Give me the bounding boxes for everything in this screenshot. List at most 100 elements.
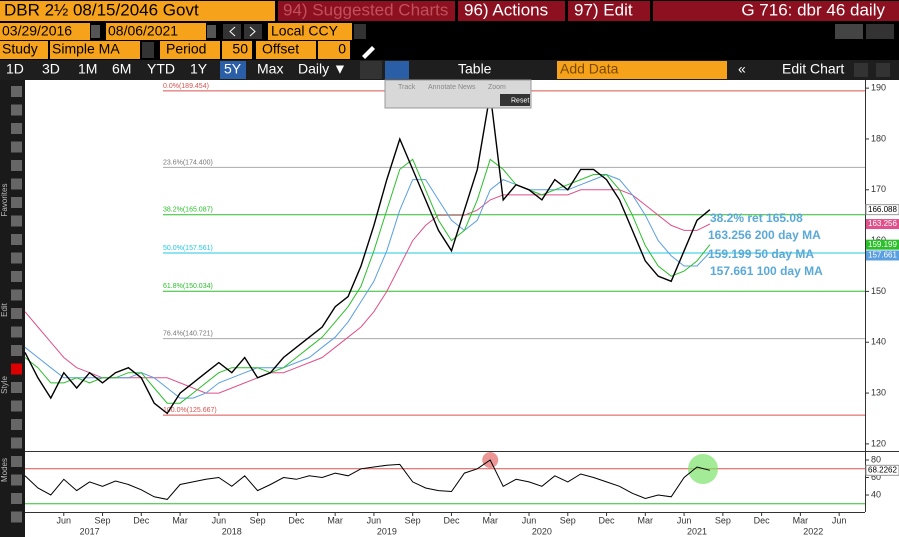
- settings-button[interactable]: [854, 63, 868, 77]
- edit-button[interactable]: [568, 1, 650, 21]
- x-tick-label: Jun: [57, 515, 72, 525]
- offset-field[interactable]: [318, 41, 350, 59]
- range-button[interactable]: 3D: [42, 61, 60, 77]
- tool-icon: [11, 493, 22, 504]
- security-field[interactable]: [0, 1, 275, 21]
- actions-button[interactable]: [458, 1, 565, 21]
- y-tick-label: 140: [871, 337, 886, 347]
- range-bar: [0, 60, 899, 80]
- period-field[interactable]: [222, 41, 252, 59]
- calendar-icon[interactable]: [91, 25, 100, 38]
- overlay-tool: Track: [398, 84, 416, 91]
- pencil-icon[interactable]: [362, 46, 375, 59]
- y-tick-label: 120: [871, 438, 886, 448]
- function: G 716: dbr 46 daily: [741, 0, 885, 19]
- calendar-icon[interactable]: [207, 25, 216, 38]
- y-tick-label: 170: [871, 184, 886, 194]
- period: 50: [232, 41, 248, 57]
- x-tick-label: Jun: [212, 515, 227, 525]
- security: DBR 2½ 08/15/2046 Govt: [4, 0, 199, 19]
- tool-icon: [11, 271, 22, 282]
- tool-icon: [11, 363, 22, 375]
- last-value-label: 159.199: [868, 240, 897, 249]
- tool-icon: [11, 160, 22, 171]
- last-value-box: [866, 239, 899, 250]
- last-value-label: 166.088: [868, 205, 897, 214]
- ma-line: [24, 189, 711, 394]
- range-button[interactable]: 1M: [78, 61, 97, 77]
- reset: Reset: [511, 97, 529, 104]
- x-tick-label: Dec: [133, 515, 150, 525]
- range-button[interactable]: YTD: [147, 61, 175, 77]
- frequency[interactable]: Daily ▼: [298, 61, 347, 77]
- dropdown[interactable]: [142, 42, 154, 58]
- tool-icon: [11, 141, 22, 153]
- add-data-field[interactable]: [557, 61, 727, 79]
- undo-button[interactable]: [835, 24, 863, 39]
- year-label: 2020: [532, 526, 552, 536]
- annotation: 157.661 100 day MA: [710, 264, 823, 278]
- x-tick-label: Dec: [443, 515, 460, 525]
- tool-icon: [11, 474, 22, 486]
- annotation: 163.256 200 day MA: [708, 228, 821, 242]
- x-tick-label: Sep: [95, 515, 111, 525]
- side-label: Edit: [0, 302, 9, 317]
- tool-icon: [11, 178, 22, 190]
- gear-button[interactable]: [876, 63, 890, 77]
- range-button[interactable]: Max: [257, 61, 283, 77]
- dropdown[interactable]: [354, 24, 366, 39]
- range-button[interactable]: 1Y: [190, 61, 208, 77]
- edit-chart[interactable]: Edit Chart: [782, 61, 844, 77]
- offset-label-box: [256, 41, 316, 59]
- study-label-box: [0, 41, 48, 59]
- rsi-last-box: [865, 464, 899, 476]
- candle-tool[interactable]: [385, 61, 409, 79]
- tool-icon: [11, 215, 22, 227]
- chart-area: [25, 80, 899, 537]
- y-tick-label: 150: [871, 286, 886, 296]
- end-field[interactable]: [106, 23, 206, 40]
- line-tool[interactable]: [360, 61, 382, 79]
- redo-button[interactable]: [866, 24, 894, 39]
- range-button[interactable]: 1D: [6, 61, 24, 77]
- last-value-box: [866, 250, 899, 261]
- next-button[interactable]: [244, 24, 262, 39]
- ma-line: [24, 173, 711, 399]
- tool-icon: [11, 86, 22, 97]
- year-label: 2018: [222, 526, 242, 536]
- last-value-label: 157.661: [868, 251, 897, 260]
- start-field[interactable]: [0, 23, 90, 40]
- x-tick-label: Dec: [599, 515, 616, 525]
- x-tick-label: Sep: [715, 515, 731, 525]
- fib-label: 100.0%(125.667): [163, 407, 217, 414]
- last-value-box: [866, 219, 899, 230]
- table-button[interactable]: Table: [458, 61, 492, 77]
- price-line: [24, 93, 711, 415]
- tool-icon: [11, 234, 22, 245]
- study-field[interactable]: [50, 41, 140, 59]
- year-label: 2021: [687, 526, 707, 536]
- range-button[interactable]: 5Y: [224, 61, 242, 77]
- currency-field[interactable]: [268, 23, 352, 40]
- overlay-tool: News: [458, 84, 476, 91]
- x-tick-label: Mar: [482, 515, 498, 525]
- end-date: 08/06/2021: [108, 23, 178, 39]
- arrows: [229, 26, 256, 37]
- y-tick-label: 180: [871, 133, 886, 143]
- last-value-box: [865, 204, 899, 216]
- rsi-tick-label: 40: [871, 489, 881, 499]
- y-tick-label: 190: [871, 83, 886, 93]
- suggested-button[interactable]: [278, 1, 455, 21]
- tool-icon: [11, 308, 22, 319]
- side-label: Modes: [0, 458, 9, 482]
- rsi-line: [24, 459, 711, 500]
- rsi-tick-label: 60: [871, 472, 881, 482]
- tool-icon: [11, 437, 22, 449]
- study-label: Study: [2, 41, 38, 57]
- tool-icon: [11, 326, 22, 338]
- range-button[interactable]: 6M: [112, 61, 131, 77]
- prev-button[interactable]: [223, 24, 241, 39]
- collapse[interactable]: «: [738, 61, 746, 77]
- tool-icon: [11, 382, 22, 393]
